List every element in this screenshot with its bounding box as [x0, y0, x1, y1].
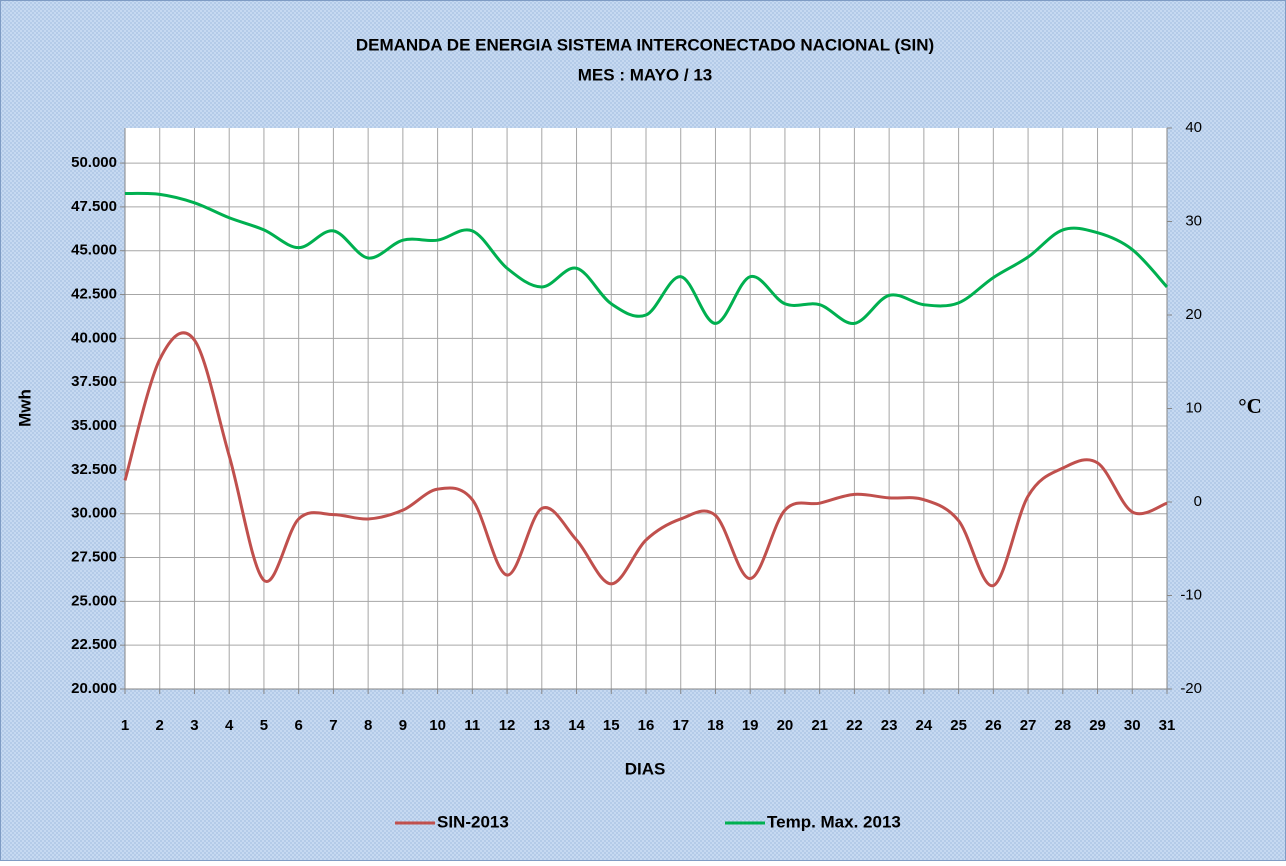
- y2-tick-label: 30: [1185, 212, 1202, 229]
- y-tick-label: 37.500: [71, 373, 117, 390]
- x-tick-label: 19: [742, 717, 759, 734]
- y-tick-label: 25.000: [71, 592, 117, 609]
- chart-subtitle: MES : MAYO / 13: [578, 65, 712, 84]
- x-tick-label: 7: [329, 717, 337, 734]
- y-tick-label: 47.500: [71, 198, 117, 215]
- y-axis-label: Mwh: [15, 389, 34, 427]
- y-tick-label: 35.000: [71, 417, 117, 434]
- x-tick-label: 24: [916, 717, 933, 734]
- x-tick-label: 21: [811, 717, 828, 734]
- x-tick-label: 4: [225, 717, 234, 734]
- x-tick-label: 10: [429, 717, 446, 734]
- x-tick-label: 1: [121, 717, 129, 734]
- x-tick-label: 31: [1159, 717, 1176, 734]
- x-tick-label: 30: [1124, 717, 1141, 734]
- x-tick-label: 13: [533, 717, 550, 734]
- legend-label: Temp. Max. 2013: [767, 812, 901, 831]
- x-tick-label: 26: [985, 717, 1002, 734]
- x-tick-label: 6: [294, 717, 302, 734]
- y2-tick-label: -20: [1180, 680, 1202, 697]
- x-tick-label: 25: [950, 717, 967, 734]
- x-tick-label: 3: [190, 717, 198, 734]
- x-tick-label: 15: [603, 717, 620, 734]
- x-tick-label: 17: [672, 717, 689, 734]
- x-tick-label: 28: [1054, 717, 1071, 734]
- y-tick-label: 27.500: [71, 548, 117, 565]
- x-tick-label: 20: [777, 717, 794, 734]
- legend-label: SIN-2013: [437, 812, 509, 831]
- x-tick-label: 5: [260, 717, 268, 734]
- x-tick-label: 14: [568, 717, 585, 734]
- y-tick-label: 32.500: [71, 461, 117, 478]
- y-tick-label: 30.000: [71, 505, 117, 522]
- y-tick-label: 45.000: [71, 242, 117, 259]
- x-tick-label: 22: [846, 717, 863, 734]
- y2-axis-label: °C: [1238, 394, 1262, 418]
- y2-tick-label: -10: [1180, 586, 1202, 603]
- y-tick-label: 22.500: [71, 636, 117, 653]
- x-axis-label: DIAS: [625, 759, 666, 778]
- y2-tick-label: 40: [1185, 119, 1202, 136]
- y-tick-label: 40.000: [71, 329, 117, 346]
- x-tick-label: 27: [1020, 717, 1037, 734]
- y-tick-label: 50.000: [71, 154, 117, 171]
- x-tick-label: 8: [364, 717, 372, 734]
- x-tick-label: 2: [156, 717, 164, 734]
- y-tick-label: 42.500: [71, 286, 117, 303]
- x-tick-label: 16: [638, 717, 655, 734]
- x-tick-label: 11: [464, 717, 480, 734]
- x-tick-label: 12: [499, 717, 516, 734]
- x-tick-label: 9: [399, 717, 407, 734]
- x-tick-label: 18: [707, 717, 724, 734]
- x-tick-label: 23: [881, 717, 898, 734]
- x-tick-label: 29: [1089, 717, 1106, 734]
- y2-tick-label: 0: [1194, 493, 1202, 510]
- y-tick-label: 20.000: [71, 680, 117, 697]
- y2-tick-label: 20: [1185, 306, 1202, 323]
- chart-title: DEMANDA DE ENERGIA SISTEMA INTERCONECTAD…: [356, 35, 934, 54]
- line-series: [123, 331, 1168, 588]
- line-series: [124, 191, 1169, 325]
- y2-tick-label: 10: [1185, 399, 1202, 416]
